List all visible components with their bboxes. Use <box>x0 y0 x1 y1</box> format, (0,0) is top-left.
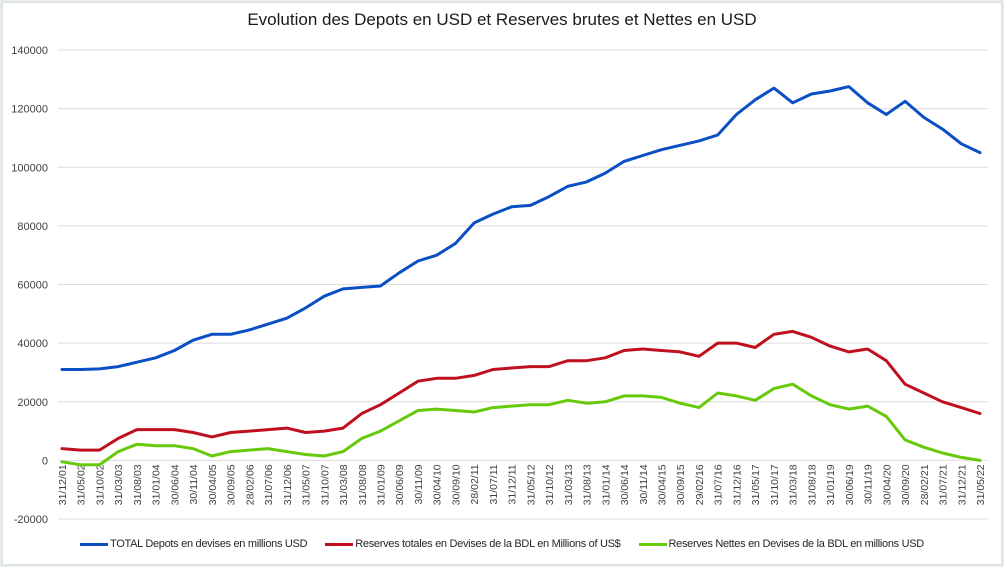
x-tick-label: 28/02/11 <box>469 464 481 504</box>
x-tick-label: 30/09/10 <box>450 464 462 505</box>
x-tick-label: 31/07/21 <box>938 464 950 505</box>
x-tick-label: 30/04/20 <box>881 464 893 505</box>
x-tick-label: 31/08/03 <box>132 464 144 505</box>
legend-label-reserves-nettes: Reserves Nettes en Devises de la BDL en … <box>668 538 925 550</box>
x-tick-label: 30/04/10 <box>432 464 444 505</box>
x-tick-label: 31/07/06 <box>263 464 275 505</box>
y-tick-label: 0 <box>42 455 48 467</box>
x-tick-label: 30/11/09 <box>413 464 425 504</box>
x-tick-label: 31/12/21 <box>956 464 968 505</box>
y-tick-label: 80000 <box>17 221 48 233</box>
chart-title: Evolution des Depots en USD et Reserves … <box>247 10 757 29</box>
y-tick-label: 120000 <box>11 104 48 116</box>
x-tick-label: 31/01/14 <box>600 464 612 505</box>
x-tick-label: 30/06/19 <box>844 464 856 505</box>
x-tick-label: 31/03/18 <box>788 464 800 505</box>
y-axis-ticks: -20000 0 20000 40000 60000 80000 100000 120000 1… <box>11 45 48 526</box>
y-tick-label: -20000 <box>14 514 48 526</box>
x-tick-label: 31/12/11 <box>507 464 519 504</box>
x-tick-label: 31/10/02 <box>94 464 106 505</box>
x-tick-label: 29/02/16 <box>694 464 706 505</box>
x-tick-label: 31/05/17 <box>750 464 762 505</box>
x-tick-label: 31/03/03 <box>113 464 125 505</box>
legend-swatch-green <box>638 542 667 546</box>
x-tick-label: 31/12/06 <box>282 464 294 505</box>
x-tick-label: 31/05/02 <box>76 464 88 505</box>
x-tick-label: 31/05/07 <box>301 464 313 505</box>
legend-item-reserves-totales: Reserves totales en Devises de la BDL en… <box>325 538 621 550</box>
x-tick-label: 30/04/05 <box>207 464 219 505</box>
x-tick-label: 31/08/18 <box>806 464 818 505</box>
x-tick-label: 31/03/08 <box>338 464 350 505</box>
legend-item-reserves-nettes: Reserves Nettes en Devises de la BDL en … <box>638 538 925 550</box>
legend-label-depots: TOTAL Depots en devises en millions USD <box>110 538 308 550</box>
x-tick-label: 31/05/22 <box>975 464 987 505</box>
x-tick-label: 31/07/16 <box>713 464 725 505</box>
series-line-depots <box>60 85 982 371</box>
x-tick-label: 31/01/19 <box>825 464 837 505</box>
x-tick-label: 31/10/12 <box>544 464 556 505</box>
x-tick-label: 30/06/09 <box>394 464 406 505</box>
x-tick-label: 31/05/12 <box>525 464 537 505</box>
x-tick-label: 31/08/13 <box>582 464 594 505</box>
series-line-reserves-nettes <box>60 382 982 467</box>
x-tick-label: 31/01/04 <box>151 464 163 505</box>
x-tick-label: 28/02/21 <box>919 464 931 505</box>
x-tick-label: 31/12/16 <box>731 464 743 505</box>
x-tick-label: 30/09/05 <box>226 464 238 505</box>
x-tick-label: 30/04/15 <box>657 464 669 505</box>
x-tick-label: 30/11/04 <box>188 464 200 504</box>
x-tick-label: 30/09/15 <box>675 464 687 505</box>
x-tick-label: 31/10/07 <box>319 464 331 505</box>
y-tick-label: 60000 <box>17 280 48 292</box>
x-axis-ticks: 31/12/01 31/05/02 31/10/02 31/03/03 31/08/03… <box>57 464 987 505</box>
x-tick-label: 31/12/01 <box>57 464 69 505</box>
x-tick-label: 28/02/06 <box>244 464 256 505</box>
x-tick-label: 30/06/04 <box>169 464 181 505</box>
legend-label-reserves-totales: Reserves totales en Devises de la BDL en… <box>355 538 621 550</box>
legend: TOTAL Depots en devises en millions USD … <box>0 538 1004 550</box>
x-tick-label: 30/09/20 <box>900 464 912 505</box>
legend-item-depots: TOTAL Depots en devises en millions USD <box>80 538 308 550</box>
gridlines <box>58 49 988 520</box>
x-tick-label: 31/10/17 <box>769 464 781 505</box>
x-tick-label: 31/01/09 <box>375 464 387 505</box>
x-tick-label: 30/11/14 <box>638 464 650 504</box>
series-line-reserves-totales <box>60 329 982 452</box>
x-tick-label: 30/11/19 <box>863 464 875 504</box>
x-tick-label: 30/06/14 <box>619 464 631 505</box>
series-lines <box>60 85 982 467</box>
y-tick-label: 40000 <box>17 338 48 350</box>
legend-swatch-red <box>325 542 354 546</box>
legend-swatch-blue <box>80 542 109 546</box>
x-tick-label: 31/03/13 <box>563 464 575 505</box>
y-tick-label: 20000 <box>17 397 48 409</box>
y-tick-label: 100000 <box>11 162 48 174</box>
x-tick-label: 31/07/11 <box>488 464 500 504</box>
x-tick-label: 31/08/08 <box>357 464 369 505</box>
y-tick-label: 140000 <box>11 45 48 57</box>
